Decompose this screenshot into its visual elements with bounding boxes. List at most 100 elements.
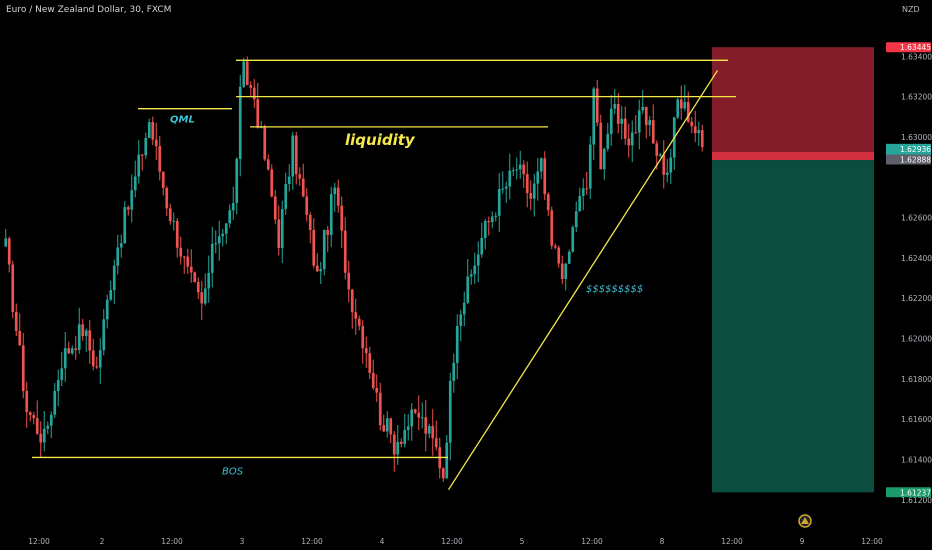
candle-body xyxy=(431,426,435,439)
candle-body xyxy=(354,312,358,319)
candle-body xyxy=(172,220,176,222)
candle-body xyxy=(616,104,620,124)
candle-body xyxy=(270,169,274,197)
candle-body xyxy=(98,350,102,368)
x-tick-label: 12:00 xyxy=(161,537,183,546)
candle-body xyxy=(445,442,449,479)
candle-body xyxy=(133,176,137,191)
candle-body xyxy=(574,211,578,228)
x-tick-label: 12:00 xyxy=(721,537,743,546)
candle-body xyxy=(413,409,417,413)
candle-body xyxy=(588,144,592,189)
candle-body xyxy=(441,468,445,479)
candle-body xyxy=(448,380,452,443)
candle-body xyxy=(252,87,256,100)
candle-body xyxy=(210,243,214,273)
candle-body xyxy=(336,187,340,206)
candle-body xyxy=(221,233,225,237)
candle-body xyxy=(242,61,246,87)
candle-body xyxy=(224,223,228,234)
candle-body xyxy=(557,247,561,264)
candle-body xyxy=(392,434,396,455)
candle-body xyxy=(154,139,158,147)
candle-body xyxy=(581,188,585,196)
candle-body xyxy=(130,190,134,210)
candle-body xyxy=(161,171,165,188)
candle-body xyxy=(123,207,127,244)
candle-body xyxy=(39,433,43,443)
bos-label: BOS xyxy=(222,466,244,477)
x-tick-label: 5 xyxy=(520,537,525,546)
x-tick-label: 2 xyxy=(100,537,105,546)
candle-body xyxy=(522,164,526,175)
candle-body xyxy=(364,348,368,354)
candle-body xyxy=(340,205,344,231)
candle-body xyxy=(501,188,505,190)
candle-body xyxy=(539,158,543,172)
candle-body xyxy=(137,154,141,177)
candle-body xyxy=(658,154,662,156)
candle-body xyxy=(567,251,571,264)
secondary-price-badge: 1.62888 xyxy=(900,155,931,164)
candle-body xyxy=(543,158,547,195)
candle-body xyxy=(7,238,11,265)
candle-body xyxy=(249,85,253,88)
candle-body xyxy=(165,187,169,209)
candle-body xyxy=(504,186,508,189)
candle-body xyxy=(525,174,529,194)
candle-body xyxy=(371,372,375,388)
candle-body xyxy=(396,441,400,455)
candle-body xyxy=(119,243,123,248)
currency-label: NZD xyxy=(902,5,920,14)
target-price-badge-bg xyxy=(886,487,931,498)
candle-body xyxy=(126,207,130,210)
candle-body xyxy=(637,110,641,133)
candle-body xyxy=(287,176,291,184)
candle-body xyxy=(168,208,172,222)
candle-body xyxy=(193,272,197,283)
symbol-title: Euro / New Zealand Dollar, 30, FXCM xyxy=(6,5,172,15)
candle-body xyxy=(564,263,568,279)
candle-body xyxy=(690,121,694,127)
x-tick-label: 12:00 xyxy=(301,537,323,546)
candle-body xyxy=(529,193,533,199)
candle-body xyxy=(158,146,162,172)
candle-body xyxy=(389,418,393,435)
candle-body xyxy=(56,380,60,391)
candle-body xyxy=(329,194,333,235)
candle-body xyxy=(214,243,218,245)
stop-loss-zone xyxy=(712,47,874,154)
candle-body xyxy=(560,263,564,279)
candle-body xyxy=(473,265,477,275)
candle-body xyxy=(35,418,39,434)
candle-body xyxy=(399,441,403,444)
candle-body xyxy=(641,106,645,111)
candle-body xyxy=(627,138,631,146)
candle-body xyxy=(613,104,617,109)
candle-body xyxy=(14,311,18,331)
candle-body xyxy=(385,418,389,432)
candle-body xyxy=(546,194,550,211)
candle-body xyxy=(536,171,540,184)
candle-body xyxy=(434,438,438,448)
candle-body xyxy=(424,417,428,434)
candle-body xyxy=(403,429,407,444)
y-tick-label: 1.63400 xyxy=(901,52,932,61)
candle-body xyxy=(497,188,501,216)
candle-body xyxy=(693,126,697,134)
candle-body xyxy=(683,101,687,109)
y-tick-label: 1.62600 xyxy=(901,214,932,223)
candle-body xyxy=(609,108,613,134)
candle-body xyxy=(140,154,144,156)
candle-body xyxy=(147,122,151,139)
y-tick-label: 1.61200 xyxy=(901,496,932,505)
candle-body xyxy=(651,120,655,144)
candle-body xyxy=(700,130,704,147)
event-icon-glyph xyxy=(801,517,809,524)
candle-body xyxy=(599,122,603,170)
dollars-label: $$$$$$$$$ xyxy=(586,284,643,295)
y-tick-label: 1.62400 xyxy=(901,254,932,263)
candle-body xyxy=(4,238,8,247)
